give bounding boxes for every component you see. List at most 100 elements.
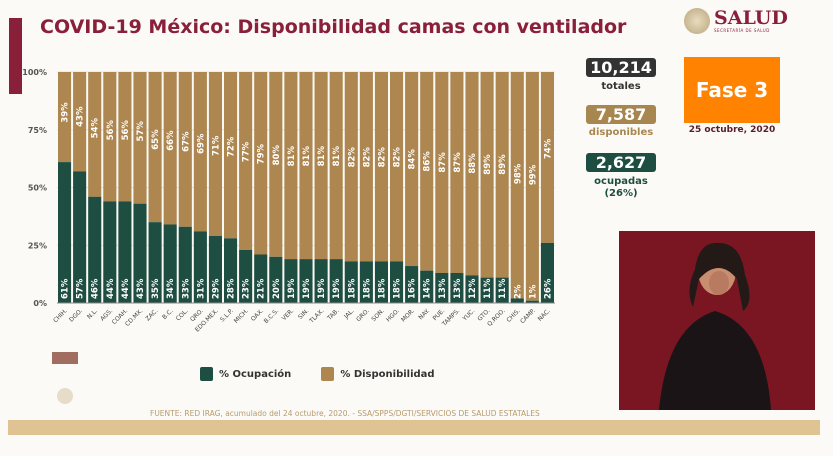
y-tick-label: 50%	[28, 184, 47, 193]
data-label-disponibilidad: 84%	[408, 149, 418, 170]
bar-disponibilidad	[178, 72, 192, 227]
bar-disponibilidad	[148, 72, 162, 223]
x-tick-label: NAC.	[537, 307, 552, 322]
phase-badge: Fase 3	[684, 57, 780, 123]
data-label-ocupacion: 13%	[453, 278, 463, 299]
footer-band	[8, 420, 820, 435]
x-tick-label: NAY.	[417, 307, 431, 321]
data-label-disponibilidad: 57%	[136, 121, 146, 142]
bar-disponibilidad	[359, 72, 373, 262]
data-label-disponibilidad: 82%	[362, 147, 372, 168]
bar-ocupacion	[254, 254, 268, 303]
bar-ocupacion	[208, 236, 222, 303]
data-label-ocupacion: 28%	[227, 278, 237, 299]
data-label-disponibilidad: 98%	[513, 163, 523, 184]
data-label-ocupacion: 11%	[483, 278, 493, 299]
bar-disponibilidad	[329, 72, 343, 260]
data-label-disponibilidad: 77%	[242, 141, 252, 162]
data-label-disponibilidad: 74%	[543, 138, 553, 159]
bar-ocupacion	[224, 238, 238, 303]
y-tick-label: 25%	[28, 241, 47, 250]
data-label-disponibilidad: 87%	[438, 152, 448, 173]
data-label-ocupacion: 61%	[61, 278, 71, 299]
bar-ocupacion	[73, 171, 87, 303]
bar-disponibilidad	[163, 72, 177, 225]
data-label-disponibilidad: 56%	[106, 120, 116, 141]
bar-disponibilidad	[420, 72, 434, 271]
data-label-ocupacion: 21%	[257, 278, 267, 299]
bar-disponibilidad	[254, 72, 268, 255]
data-label-disponibilidad: 80%	[272, 145, 282, 166]
interpreter-figure	[659, 242, 771, 410]
bar-disponibilidad	[344, 72, 358, 262]
data-label-disponibilidad: 81%	[332, 146, 342, 167]
bar-disponibilidad	[480, 72, 494, 278]
chart-legend: % Ocupación % Disponibilidad	[200, 367, 435, 381]
y-tick-label: 100%	[22, 68, 47, 77]
bar-ocupacion	[405, 266, 419, 303]
data-label-disponibilidad: 87%	[453, 152, 463, 173]
data-label-ocupacion: 16%	[408, 278, 418, 299]
stat-ocupadas-label: ocupadas	[594, 176, 648, 187]
bar-ocupacion	[193, 231, 207, 303]
data-label-disponibilidad: 81%	[287, 146, 297, 167]
x-tick-label: MICH.	[233, 307, 250, 324]
data-label-ocupacion: 29%	[211, 278, 221, 299]
data-label-disponibilidad: 43%	[76, 106, 86, 127]
y-tick-label: 0%	[33, 299, 47, 308]
bar-ocupacion	[148, 222, 162, 303]
data-label-ocupacion: 31%	[196, 278, 206, 299]
legend-item-ocupacion: % Ocupación	[200, 367, 291, 381]
x-tick-label: TAB.	[326, 307, 341, 322]
bar-ocupacion	[495, 277, 509, 303]
logo-text: SALUD	[714, 7, 788, 29]
data-label-disponibilidad: 69%	[196, 133, 206, 154]
logo-subtext: SECRETARÍA DE SALUD	[714, 28, 770, 33]
bar-disponibilidad	[390, 72, 404, 262]
bar-ocupacion	[450, 272, 464, 303]
accent-strip	[9, 18, 22, 94]
data-label-disponibilidad: 81%	[302, 146, 312, 167]
x-tick-label: CAMP.	[519, 307, 537, 325]
data-label-ocupacion: 23%	[242, 278, 252, 299]
bar-disponibilidad	[133, 72, 147, 204]
bar-ocupacion	[163, 224, 177, 303]
bar-ocupacion	[58, 162, 72, 303]
data-label-ocupacion: 44%	[106, 278, 116, 299]
bar-disponibilidad	[284, 72, 298, 260]
bar-ocupacion	[435, 272, 449, 303]
bar-disponibilidad	[88, 72, 102, 197]
data-label-disponibilidad: 54%	[91, 117, 101, 138]
data-label-ocupacion: 14%	[423, 278, 433, 299]
stat-totales-label: totales	[601, 81, 641, 92]
bar-ocupacion	[239, 249, 253, 303]
bar-disponibilidad	[374, 72, 388, 262]
bar-ocupacion	[390, 261, 404, 303]
stat-ocupadas-value: 2,627	[586, 153, 656, 172]
data-label-ocupacion: 13%	[438, 278, 448, 299]
data-label-disponibilidad: 67%	[181, 131, 191, 152]
data-label-ocupacion: 18%	[393, 278, 403, 299]
stat-ocupadas-percent: (26%)	[604, 188, 638, 199]
data-label-disponibilidad: 89%	[498, 154, 508, 175]
bar-disponibilidad	[208, 72, 222, 237]
x-tick-label: B.C.	[161, 307, 175, 321]
bar-ocupacion	[133, 203, 147, 303]
data-label-ocupacion: 35%	[151, 278, 161, 299]
data-label-disponibilidad: 82%	[347, 147, 357, 168]
x-tick-label: YUC.	[461, 307, 477, 323]
bar-disponibilidad	[540, 72, 554, 243]
bar-ocupacion	[510, 298, 524, 303]
data-label-disponibilidad: 99%	[528, 164, 538, 185]
bar-disponibilidad	[405, 72, 419, 267]
stat-disponibles-label: disponibles	[588, 127, 654, 138]
data-label-ocupacion: 57%	[76, 278, 86, 299]
seal-icon	[684, 8, 710, 34]
data-label-ocupacion: 1%	[528, 284, 538, 299]
data-label-ocupacion: 19%	[317, 278, 327, 299]
data-label-ocupacion: 20%	[272, 278, 282, 299]
data-label-ocupacion: 43%	[136, 278, 146, 299]
data-label-ocupacion: 26%	[543, 278, 553, 299]
x-tick-label: HGO.	[385, 307, 401, 323]
x-tick-label: SON.	[370, 307, 386, 323]
